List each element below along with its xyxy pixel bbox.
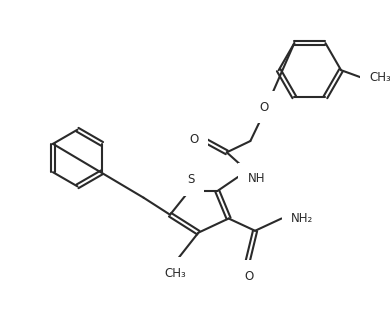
Text: O: O [259,100,268,113]
Text: O: O [245,269,254,282]
Text: S: S [187,173,195,186]
Text: NH₂: NH₂ [291,212,313,225]
Text: NH: NH [248,172,265,185]
Text: CH₃: CH₃ [369,71,390,84]
Text: CH₃: CH₃ [165,267,186,280]
Text: O: O [189,133,199,146]
